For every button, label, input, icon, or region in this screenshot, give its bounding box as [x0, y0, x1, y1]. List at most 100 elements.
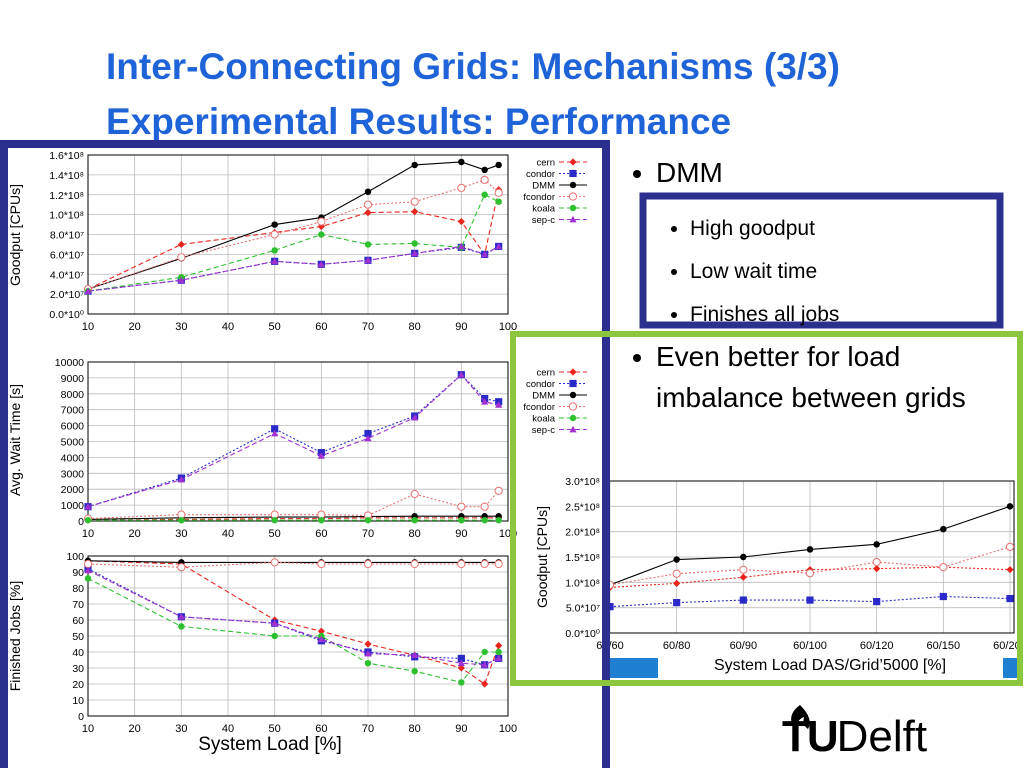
marker: [364, 659, 372, 667]
marker: [364, 209, 372, 217]
marker: [84, 516, 92, 524]
sub-bullet: High goodput: [690, 207, 990, 250]
marker: [411, 414, 419, 421]
x-axis-label: System Load [%]: [198, 734, 342, 755]
marker: [457, 217, 465, 226]
x-tick-label: 70: [362, 321, 374, 333]
y-tick-label: 1.5*10⁸: [565, 552, 600, 564]
marker: [271, 425, 279, 433]
y-tick-label: 1.0*10⁸: [49, 210, 84, 222]
marker: [411, 161, 418, 169]
marker: [569, 181, 577, 189]
marker: [481, 680, 489, 688]
x-tick-label: 80: [409, 321, 421, 333]
series-line: [87, 515, 499, 520]
x-tick-label: 50: [269, 528, 281, 540]
marker: [364, 188, 372, 196]
x-tick-label: 90: [455, 321, 467, 333]
marker: [410, 489, 419, 499]
marker: [873, 541, 880, 548]
marker: [569, 368, 577, 376]
marker: [411, 651, 419, 659]
marker: [481, 166, 488, 174]
marker: [568, 192, 578, 201]
y-tick-label: 1.6*10⁸: [49, 150, 84, 162]
logo: TUDelft: [782, 712, 927, 762]
y-axis-label: Goodput [CPUs]: [534, 506, 550, 608]
series-line: [87, 561, 499, 568]
marker: [177, 613, 185, 620]
marker: [318, 231, 325, 238]
y-tick-label: 8.0*10⁷: [50, 230, 84, 242]
marker: [178, 516, 185, 524]
x-tick-label: 20: [129, 321, 141, 333]
y-tick-label: 2.0*10⁷: [50, 289, 84, 301]
marker: [481, 191, 488, 198]
bullet: DMM: [656, 157, 996, 189]
marker: [806, 596, 814, 604]
marker: [740, 553, 747, 561]
marker: [873, 565, 881, 573]
marker: [317, 260, 325, 268]
y-tick-label: 0.0*10⁰: [565, 628, 600, 640]
marker: [480, 559, 489, 569]
marker: [457, 371, 465, 378]
marker: [673, 579, 681, 587]
bullet-list: DMM: [656, 157, 996, 189]
marker: [805, 569, 815, 578]
x-tick-label: 40: [222, 321, 234, 333]
marker: [569, 379, 577, 388]
legend-label: sep-c: [532, 425, 555, 436]
sub-bullet: Low wait time: [690, 250, 990, 293]
y-tick-label: 90: [72, 567, 84, 579]
marker: [569, 204, 577, 212]
marker: [939, 592, 947, 601]
x-tick-label: 10: [82, 321, 94, 333]
marker: [411, 667, 418, 675]
dmm-box: [639, 192, 1004, 329]
y-tick-label: 0: [78, 711, 84, 723]
marker: [739, 565, 748, 574]
marker: [495, 516, 502, 524]
x-tick-label: 60/80: [663, 640, 691, 652]
legend-label: fcondor: [523, 402, 555, 413]
marker: [494, 559, 503, 569]
marker: [177, 276, 185, 284]
series-line: [87, 577, 499, 684]
marker: [457, 502, 466, 511]
series-line: [87, 373, 499, 508]
marker: [270, 230, 279, 239]
marker: [673, 599, 681, 607]
marker: [84, 287, 92, 295]
x-tick-label: 90: [455, 723, 467, 735]
decor-bar: [1003, 658, 1017, 678]
highlight-box: [510, 331, 1023, 686]
y-tick-label: 5.0*10⁷: [566, 603, 600, 615]
legend-label: fcondor: [523, 192, 555, 203]
x-tick-label: 60/100: [793, 640, 827, 652]
marker: [457, 183, 466, 192]
marker: [317, 627, 325, 635]
marker: [481, 661, 489, 668]
marker: [271, 257, 279, 265]
marker: [569, 425, 577, 433]
marker: [457, 242, 465, 250]
marker: [494, 188, 503, 197]
marker: [364, 516, 372, 524]
marker: [271, 429, 279, 437]
x-tick-label: 60/200: [993, 640, 1024, 652]
marker: [410, 559, 419, 569]
legend-label: condor: [526, 169, 555, 180]
marker: [364, 640, 372, 648]
marker: [1005, 542, 1015, 551]
marker: [177, 253, 186, 262]
y-tick-label: 1.2*10⁸: [49, 190, 84, 202]
marker: [177, 240, 185, 249]
marker: [1006, 503, 1014, 510]
marker: [481, 398, 489, 405]
marker: [317, 217, 326, 226]
marker: [364, 429, 372, 438]
marker: [271, 619, 279, 627]
marker: [457, 559, 466, 569]
x-tick-label: 10: [82, 723, 94, 735]
